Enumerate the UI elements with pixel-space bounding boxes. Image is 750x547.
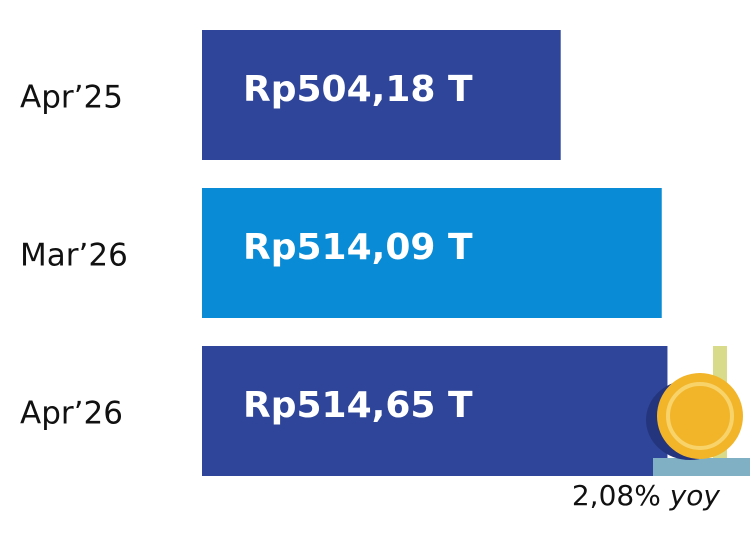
bar — [202, 346, 668, 476]
yoy-suffix: yoy — [669, 479, 721, 512]
value-label: Rp514,09 T — [243, 227, 473, 268]
category-label: Apr’25 — [20, 80, 123, 116]
value-label: Rp504,18 T — [243, 69, 473, 110]
value-label: Rp514,65 T — [243, 385, 473, 426]
yoy-annotation: 2,08% yoy — [572, 479, 721, 512]
yoy-value: 2,08% — [572, 479, 661, 512]
category-label: Mar’26 — [20, 238, 128, 274]
bar — [202, 188, 662, 318]
bar — [202, 30, 561, 160]
category-label: Apr’26 — [20, 396, 123, 432]
coin-icon — [646, 346, 750, 476]
